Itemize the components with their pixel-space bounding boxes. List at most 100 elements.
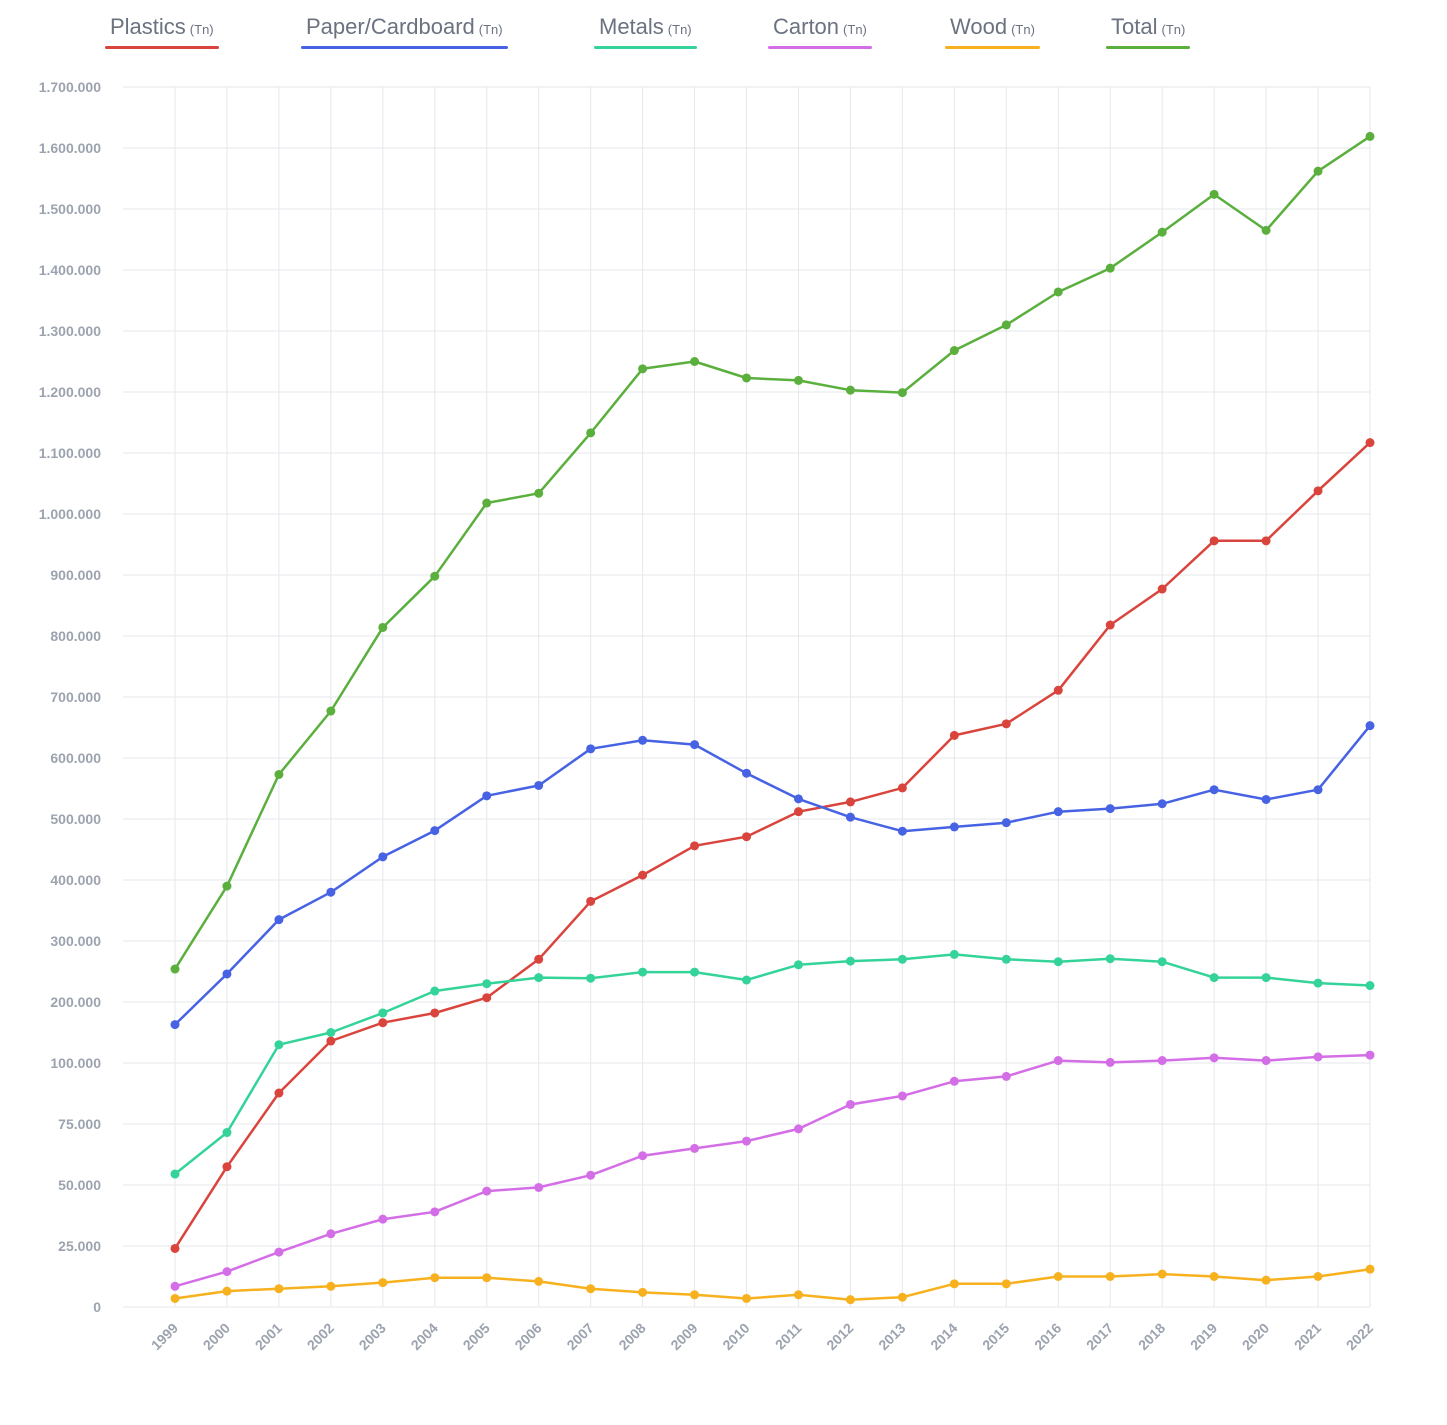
data-point-wood — [274, 1284, 284, 1294]
x-tick-label: 2006 — [511, 1320, 544, 1353]
data-point-paper-cardboard — [222, 969, 232, 979]
y-tick-label: 1.300.000 — [39, 323, 101, 339]
legend-line-plastics — [105, 46, 219, 49]
data-point-metals — [690, 967, 700, 977]
data-point-plastics — [1209, 536, 1219, 546]
legend-item-total[interactable]: Total (Tn) — [1106, 14, 1191, 54]
y-tick-label: 1.400.000 — [39, 262, 101, 278]
data-point-total — [1053, 287, 1063, 297]
y-tick-label: 1.200.000 — [39, 384, 101, 400]
data-point-total — [1157, 227, 1167, 237]
data-point-metals — [1105, 954, 1115, 964]
data-point-carton — [638, 1151, 648, 1161]
data-point-total — [1313, 166, 1323, 176]
data-point-carton — [326, 1229, 336, 1239]
data-point-paper-cardboard — [690, 740, 700, 750]
data-point-paper-cardboard — [1209, 785, 1219, 795]
data-point-total — [845, 385, 855, 395]
data-point-metals — [222, 1128, 232, 1138]
data-point-wood — [430, 1273, 440, 1283]
data-point-carton — [482, 1186, 492, 1196]
data-point-carton — [742, 1136, 752, 1146]
legend-label: Wood — [950, 14, 1008, 39]
y-tick-label: 200.000 — [50, 994, 101, 1010]
x-tick-label: 2020 — [1239, 1320, 1272, 1353]
legend-line-total — [1106, 46, 1191, 49]
data-point-carton — [170, 1281, 180, 1291]
legend-label: Total — [1111, 14, 1158, 39]
data-point-total — [638, 364, 648, 374]
data-point-wood — [638, 1287, 648, 1297]
x-tick-label: 2011 — [772, 1320, 805, 1353]
legend-unit: (Tn) — [1011, 22, 1035, 37]
data-point-total — [378, 622, 388, 632]
data-point-carton — [1001, 1071, 1011, 1081]
data-point-carton — [378, 1214, 388, 1224]
data-point-metals — [1157, 957, 1167, 967]
data-point-carton — [534, 1182, 544, 1192]
series-line-wood — [174, 1267, 1371, 1301]
y-tick-label: 700.000 — [50, 689, 101, 705]
data-point-wood — [690, 1290, 700, 1300]
data-point-carton — [1157, 1056, 1167, 1066]
data-point-wood — [845, 1295, 855, 1305]
legend-item-paper-cardboard[interactable]: Paper/Cardboard (Tn) — [301, 14, 508, 54]
data-point-metals — [1365, 981, 1375, 991]
data-point-total — [1105, 263, 1115, 273]
x-tick-label: 2002 — [304, 1320, 337, 1353]
data-point-plastics — [534, 954, 544, 964]
data-point-metals — [274, 1040, 284, 1050]
data-point-metals — [430, 986, 440, 996]
data-point-wood — [222, 1286, 232, 1296]
data-point-metals — [534, 973, 544, 983]
data-point-paper-cardboard — [638, 735, 648, 745]
data-point-paper-cardboard — [1157, 799, 1167, 809]
data-point-paper-cardboard — [586, 744, 596, 754]
legend-line-paper-cardboard — [301, 46, 508, 49]
data-point-metals — [742, 975, 752, 985]
data-point-plastics — [170, 1243, 180, 1253]
data-point-paper-cardboard — [482, 791, 492, 801]
data-point-wood — [793, 1290, 803, 1300]
legend-item-wood[interactable]: Wood (Tn) — [945, 14, 1040, 54]
data-point-plastics — [378, 1018, 388, 1028]
x-tick-label: 2014 — [927, 1320, 960, 1353]
series-line-total — [173, 135, 1371, 970]
data-point-wood — [1209, 1272, 1219, 1281]
data-point-total — [1209, 189, 1219, 199]
legend-line-metals — [594, 46, 697, 49]
data-point-paper-cardboard — [1105, 804, 1115, 814]
x-tick-label: 2005 — [460, 1320, 493, 1353]
data-point-total — [1001, 320, 1011, 330]
data-point-plastics — [742, 832, 752, 842]
data-point-wood — [378, 1278, 388, 1288]
x-tick-label: 2019 — [1187, 1320, 1220, 1353]
data-point-total — [326, 706, 336, 716]
y-tick-label: 900.000 — [50, 567, 101, 583]
data-point-total — [430, 571, 440, 581]
legend-item-carton[interactable]: Carton (Tn) — [768, 14, 872, 54]
data-point-plastics — [1365, 438, 1375, 448]
x-tick-label: 2010 — [719, 1320, 752, 1353]
data-point-total — [742, 373, 752, 383]
legend-item-metals[interactable]: Metals (Tn) — [594, 14, 697, 54]
data-point-metals — [949, 949, 959, 959]
data-point-plastics — [1157, 584, 1167, 594]
data-point-total — [586, 428, 596, 438]
data-point-wood — [1053, 1272, 1063, 1281]
data-point-plastics — [326, 1036, 336, 1046]
legend-item-plastics[interactable]: Plastics (Tn) — [105, 14, 219, 54]
data-point-metals — [378, 1008, 388, 1018]
data-point-wood — [482, 1273, 492, 1283]
data-point-plastics — [430, 1008, 440, 1018]
data-point-metals — [1209, 973, 1219, 983]
y-tick-label: 400.000 — [50, 872, 101, 888]
y-tick-label: 1.600.000 — [39, 140, 101, 156]
data-point-plastics — [1313, 486, 1323, 496]
legend-unit: (Tn) — [1161, 22, 1186, 37]
legend-label: Carton — [773, 14, 840, 39]
data-point-total — [1365, 131, 1375, 141]
data-point-metals — [586, 973, 596, 983]
data-point-wood — [1365, 1264, 1375, 1274]
x-tick-label: 2022 — [1343, 1320, 1376, 1353]
